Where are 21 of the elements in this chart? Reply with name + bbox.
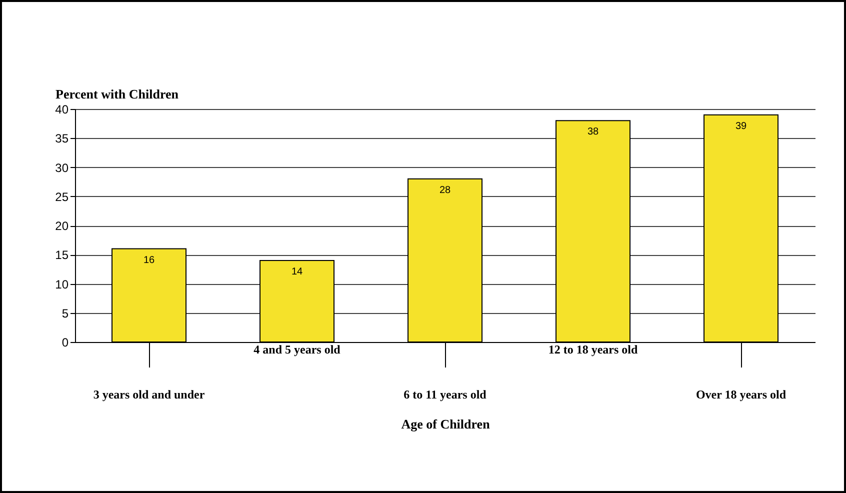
data-label: 28	[439, 184, 451, 196]
x-tick-label: 12 to 18 years old	[548, 342, 638, 356]
data-label: 14	[291, 266, 303, 278]
x-axis-title: Age of Children	[401, 416, 491, 432]
x-tick-label: 6 to 11 years old	[404, 388, 487, 402]
x-tick-label: 3 years old and under	[93, 388, 206, 402]
y-tick-label: 25	[55, 190, 69, 204]
data-label: 16	[143, 254, 155, 266]
y-tick-label: 30	[55, 160, 69, 175]
x-tick-label: 4 and 5 years old	[254, 342, 341, 356]
x-tick-label: Over 18 years old	[696, 388, 786, 402]
y-tick-label: 10	[55, 277, 69, 292]
y-tick-label: 15	[55, 248, 69, 262]
y-tick-label: 20	[55, 219, 69, 233]
y-axis-title: Percent with Children	[56, 86, 180, 102]
y-tick-label: 40	[55, 102, 69, 116]
y-tick-label: 35	[55, 132, 69, 146]
y-tick-label: 0	[62, 336, 69, 350]
data-label: 39	[735, 120, 747, 132]
y-tick-label: 5	[62, 306, 69, 320]
data-label: 38	[587, 126, 599, 138]
